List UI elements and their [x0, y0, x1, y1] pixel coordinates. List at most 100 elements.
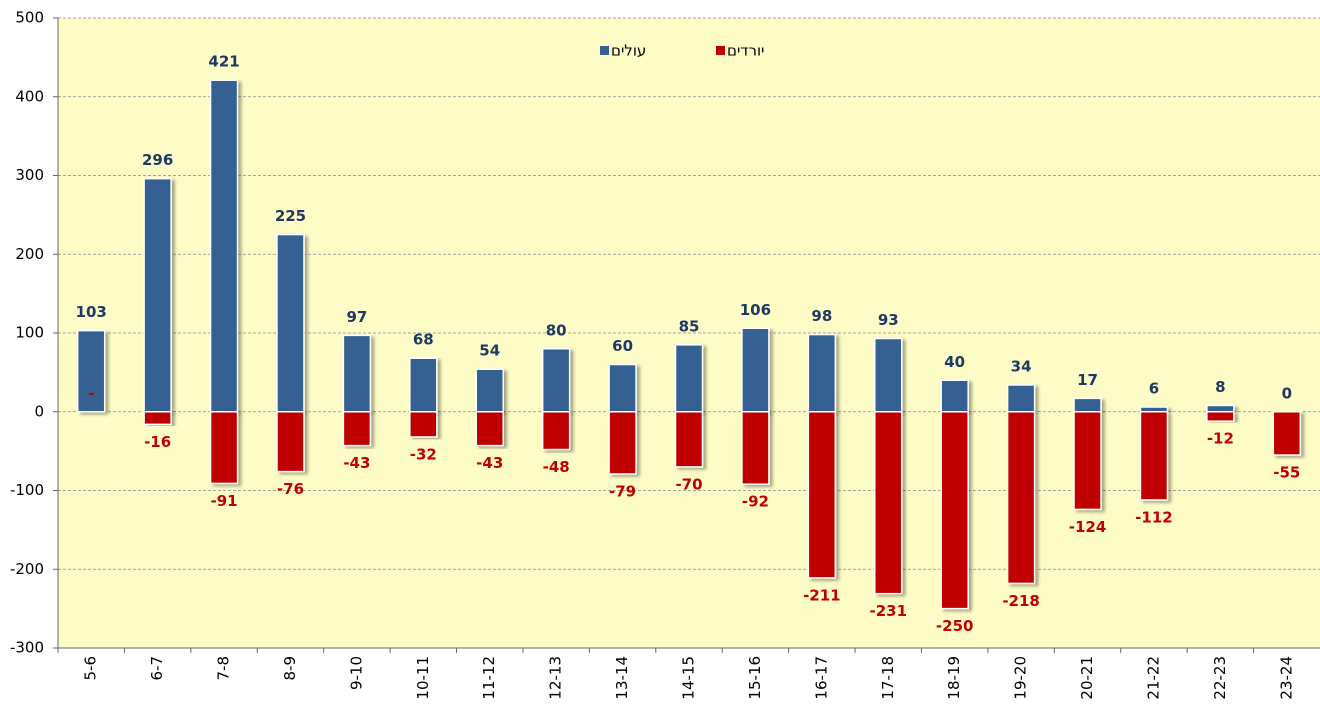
data-label: 34: [1011, 357, 1032, 375]
bar: [209, 411, 239, 485]
x-tick-label: 5-6: [82, 656, 100, 681]
bar: [940, 411, 969, 610]
x-tick-label: 13-14: [613, 656, 631, 700]
bar: [674, 344, 704, 413]
data-label: -124: [1069, 518, 1107, 536]
bar: [541, 348, 571, 413]
data-label: -: [88, 384, 94, 402]
bar: [807, 333, 837, 413]
bar: [1139, 411, 1169, 501]
x-tick-label: 15-16: [746, 656, 764, 700]
y-tick-label: 500: [15, 9, 44, 27]
data-label: -76: [277, 480, 304, 498]
bar: [1073, 397, 1102, 413]
data-label: 40: [944, 353, 965, 371]
data-label: 6: [1149, 380, 1159, 398]
data-label: 60: [612, 337, 633, 355]
bar: [807, 411, 837, 579]
bar: [409, 357, 438, 413]
data-label: -231: [869, 602, 907, 620]
bar: [1206, 404, 1235, 413]
x-tick-label: 18-19: [945, 656, 963, 700]
data-label: -55: [1273, 464, 1300, 482]
x-tick-label: 17-18: [879, 656, 897, 700]
bar: [342, 334, 372, 413]
bar: [475, 411, 504, 447]
data-label: 80: [546, 321, 567, 339]
bar: [608, 363, 637, 413]
x-tick-label: 11-12: [480, 656, 498, 700]
bar: [940, 379, 969, 413]
data-label: 103: [76, 303, 107, 321]
y-tick-label: 400: [15, 87, 44, 105]
data-label: 54: [479, 342, 500, 360]
legend-swatch: [600, 46, 609, 55]
bar: [608, 411, 637, 475]
y-tick-label: 300: [15, 166, 44, 184]
data-label: -92: [742, 493, 769, 511]
y-tick-label: 100: [15, 324, 44, 342]
bar: [541, 411, 571, 451]
legend-label: עולים: [611, 42, 646, 60]
data-label: -32: [410, 445, 437, 463]
x-tick-label: 19-20: [1012, 656, 1030, 700]
y-tick-label: -300: [10, 639, 44, 657]
bar: [874, 337, 903, 413]
y-tick-label: 0: [34, 402, 44, 420]
bar: [409, 411, 438, 438]
y-tick-label: -100: [10, 481, 44, 499]
data-label: 296: [142, 151, 173, 169]
bar: [276, 233, 305, 413]
data-label: 68: [413, 331, 434, 349]
y-tick-label: -200: [10, 560, 44, 578]
data-label: 93: [878, 311, 899, 329]
data-label: -12: [1207, 430, 1234, 448]
data-label: 97: [346, 308, 367, 326]
bar: [1272, 411, 1302, 456]
data-label: -91: [210, 492, 237, 510]
bar: [276, 411, 305, 473]
x-tick-label: 9-10: [347, 656, 365, 690]
data-label: -48: [543, 458, 570, 476]
bar: [1206, 411, 1235, 422]
bar: [76, 329, 106, 413]
bar: [1006, 384, 1036, 413]
data-label: 8: [1215, 378, 1225, 396]
bar: [1073, 411, 1102, 511]
data-label: -79: [609, 482, 636, 500]
bar: [209, 79, 239, 413]
legend-swatch: [716, 46, 725, 55]
x-tick-label: 10-11: [414, 656, 432, 700]
bar: [741, 411, 770, 485]
data-label: 0: [1282, 384, 1292, 402]
data-label: -70: [675, 475, 702, 493]
x-tick-label: 12-13: [547, 656, 565, 700]
x-tick-label: 23-24: [1277, 656, 1295, 700]
data-label: 106: [740, 301, 771, 319]
legend-label: יורדים: [727, 42, 764, 60]
x-tick-label: 6-7: [148, 656, 166, 681]
bar: [1006, 411, 1036, 585]
bar: [741, 327, 770, 413]
data-label: -43: [476, 454, 503, 472]
data-label: 225: [275, 207, 306, 225]
x-tick-label: 22-23: [1211, 656, 1229, 700]
data-label: 85: [679, 317, 700, 335]
data-label: 17: [1077, 371, 1098, 389]
bar: [874, 411, 903, 595]
x-tick-label: 16-17: [812, 656, 830, 700]
bar: [143, 411, 172, 426]
data-label: -250: [936, 617, 974, 635]
bar: [143, 177, 172, 413]
data-label: 421: [208, 53, 239, 71]
data-label: -112: [1135, 508, 1173, 526]
x-tick-label: 7-8: [215, 656, 233, 681]
data-label: -16: [144, 433, 171, 451]
bar: [342, 411, 372, 447]
x-tick-label: 21-22: [1144, 656, 1162, 700]
data-label: -43: [343, 454, 370, 472]
y-tick-label: 200: [15, 245, 44, 263]
bar: [475, 368, 504, 413]
x-tick-label: 20-21: [1078, 656, 1096, 700]
